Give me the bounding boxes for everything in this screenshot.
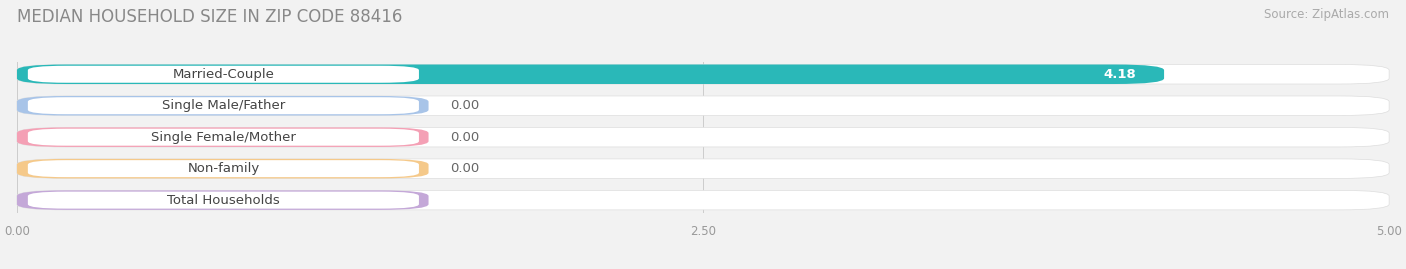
Text: 0.00: 0.00: [450, 99, 479, 112]
Text: 1.31: 1.31: [368, 194, 401, 207]
Text: Single Male/Father: Single Male/Father: [162, 99, 285, 112]
FancyBboxPatch shape: [17, 190, 429, 210]
Text: 0.00: 0.00: [450, 162, 479, 175]
Text: 0.00: 0.00: [450, 131, 479, 144]
FancyBboxPatch shape: [17, 159, 1389, 178]
FancyBboxPatch shape: [17, 65, 1164, 84]
Text: 4.18: 4.18: [1104, 68, 1136, 81]
FancyBboxPatch shape: [17, 65, 1389, 84]
Text: Source: ZipAtlas.com: Source: ZipAtlas.com: [1264, 8, 1389, 21]
Text: Total Households: Total Households: [167, 194, 280, 207]
Text: MEDIAN HOUSEHOLD SIZE IN ZIP CODE 88416: MEDIAN HOUSEHOLD SIZE IN ZIP CODE 88416: [17, 8, 402, 26]
FancyBboxPatch shape: [17, 190, 1389, 210]
FancyBboxPatch shape: [28, 192, 419, 209]
FancyBboxPatch shape: [28, 129, 419, 146]
FancyBboxPatch shape: [28, 66, 419, 83]
FancyBboxPatch shape: [17, 128, 429, 147]
FancyBboxPatch shape: [17, 128, 1389, 147]
FancyBboxPatch shape: [17, 96, 429, 115]
FancyBboxPatch shape: [28, 97, 419, 114]
FancyBboxPatch shape: [17, 96, 1389, 115]
FancyBboxPatch shape: [28, 160, 419, 177]
Text: Non-family: Non-family: [187, 162, 260, 175]
Text: Single Female/Mother: Single Female/Mother: [150, 131, 295, 144]
FancyBboxPatch shape: [17, 159, 429, 178]
Text: Married-Couple: Married-Couple: [173, 68, 274, 81]
